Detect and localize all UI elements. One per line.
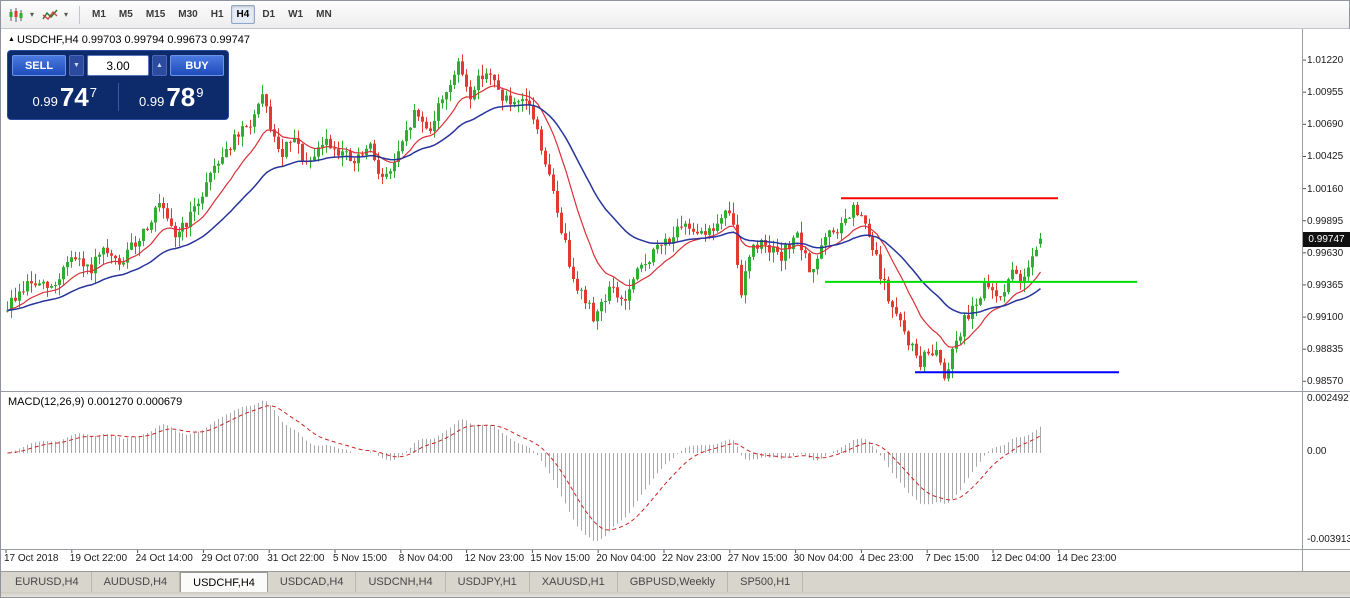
price-axis-label: 0.99365: [1307, 279, 1344, 291]
sell-price-fraction: 7: [89, 85, 97, 100]
macd-axis-label: 0.002492: [1307, 393, 1349, 404]
chart-title: ▲ USDCHF,H4 0.99703 0.99794 0.99673 0.997…: [8, 34, 250, 46]
timeframe-h4[interactable]: H4: [230, 5, 256, 24]
timeframe-d1[interactable]: D1: [262, 9, 276, 20]
price-axis-label: 0.98835: [1307, 344, 1344, 356]
buy-button[interactable]: BUY: [170, 55, 224, 76]
macd-indicator-label: MACD(12,26,9) 0.001270 0.000679: [8, 396, 183, 408]
chart-tab-eurusd[interactable]: EURUSD,H4: [3, 572, 92, 592]
timeframe-m5[interactable]: M5: [118, 9, 133, 20]
time-axis-label: 12 Nov 23:00: [464, 553, 525, 564]
time-axis-label: 24 Oct 14:00: [135, 553, 193, 564]
price-axis-label: 0.99895: [1307, 215, 1344, 227]
chart-tab-usdcad[interactable]: USDCAD,H4: [268, 572, 357, 592]
time-axis-label: 29 Oct 07:00: [201, 553, 259, 564]
time-axis-label: 5 Nov 15:00: [333, 553, 387, 564]
timeframe-m30[interactable]: M30: [178, 9, 198, 20]
sell-button[interactable]: SELL: [12, 55, 66, 76]
timeframe-group: M1 M5 M15 M30 H1 H4 D1 W1 MN: [86, 5, 338, 24]
time-axis-label: 4 Dec 23:00: [859, 553, 914, 564]
macd-axis-label: -0.003913: [1307, 534, 1350, 545]
chart-tab-usdcnh[interactable]: USDCNH,H4: [356, 572, 446, 592]
time-axis-label: 19 Oct 22:00: [69, 553, 128, 564]
toolbar-separator: [79, 5, 80, 24]
chart-tab-audusd[interactable]: AUDUSD,H4: [92, 572, 181, 592]
chart-type-dropdown-icon[interactable]: ▾: [29, 10, 34, 19]
chart-tab-gbpusd[interactable]: GBPUSD,Weekly: [618, 572, 729, 592]
symbol-marker-icon: ▲: [8, 36, 15, 43]
timeframe-m1[interactable]: M1: [92, 9, 106, 20]
time-axis-label: 20 Nov 04:00: [596, 553, 656, 564]
tabs-container: EURUSD,H4 AUDUSD,H4 USDCHF,H4 USDCAD,H4 USDC…: [1, 572, 1350, 592]
buy-price-pips: 78: [166, 82, 196, 112]
chart-ohlc-text: USDCHF,H4 0.99703 0.99794 0.99673 0.9974…: [16, 34, 250, 46]
time-axis-label: 31 Oct 22:00: [267, 553, 325, 564]
tabs-scroll-strip[interactable]: [1, 592, 1350, 597]
sell-price[interactable]: 0.99 74 7: [12, 84, 118, 110]
time-axis-label: 15 Nov 15:00: [530, 553, 590, 564]
buy-price-fraction: 9: [196, 85, 204, 100]
chart-tab-usdchf[interactable]: USDCHF,H4: [180, 572, 268, 592]
buy-price[interactable]: 0.99 78 9: [119, 84, 225, 110]
price-axis-label: 0.99630: [1307, 247, 1344, 259]
time-axis-label: 17 Oct 2018: [4, 553, 59, 564]
timeframe-h1[interactable]: H1: [210, 9, 224, 20]
macd-axis-label: 0.00: [1307, 446, 1327, 457]
price-axis-label: 1.00690: [1307, 119, 1344, 131]
timeframe-w1[interactable]: W1: [288, 9, 304, 20]
lot-increase-button[interactable]: ▲: [152, 55, 167, 76]
timeframe-mn[interactable]: MN: [316, 9, 332, 20]
chart-tab-usdjpy[interactable]: USDJPY,H1: [446, 572, 530, 592]
time-axis-label: 7 Dec 15:00: [925, 553, 980, 564]
price-divider: [117, 83, 119, 111]
indicators-icon[interactable]: [39, 5, 61, 25]
price-axis-label: 0.99100: [1307, 312, 1344, 324]
price-axis-label: 1.01220: [1307, 55, 1344, 67]
chart-tabs-bar: EURUSD,H4 AUDUSD,H4 USDCHF,H4 USDCAD,H4 USDC…: [1, 571, 1350, 597]
price-axis-label: 0.98570: [1307, 376, 1344, 388]
lot-decrease-button[interactable]: ▼: [69, 55, 84, 76]
time-axis-label: 8 Nov 04:00: [398, 553, 453, 564]
time-axis-label: 12 Dec 04:00: [991, 553, 1051, 564]
time-axis-label: 27 Nov 15:00: [727, 553, 788, 564]
chart-tab-sp500[interactable]: SP500,H1: [728, 572, 804, 592]
time-axis-label: 22 Nov 23:00: [662, 553, 722, 564]
lot-size-input[interactable]: [87, 55, 149, 76]
chart-type-icon[interactable]: [5, 5, 27, 25]
time-axis-label: 30 Nov 04:00: [793, 553, 854, 564]
price-axis-label: 1.00160: [1307, 183, 1344, 195]
chart-area[interactable]: ▲ USDCHF,H4 0.99703 0.99794 0.99673 0.997…: [1, 29, 1350, 573]
indicators-dropdown-icon[interactable]: ▾: [63, 10, 68, 19]
chart-tab-xauusd[interactable]: XAUUSD,H1: [530, 572, 618, 592]
current-price-badge: 0.99747: [1303, 232, 1350, 247]
chart-toolbar: ▾ ▾ M1 M5 M15 M30 H1 H4 D1 W1 MN: [1, 1, 1349, 29]
sell-price-prefix: 0.99: [32, 94, 58, 109]
timeframe-m15[interactable]: M15: [145, 9, 166, 20]
price-chart-svg[interactable]: [1, 29, 1350, 573]
sell-price-pips: 74: [59, 82, 89, 112]
time-axis-label: 14 Dec 23:00: [1056, 553, 1117, 564]
buy-price-prefix: 0.99: [139, 94, 165, 109]
price-axis-label: 1.00425: [1307, 151, 1344, 163]
price-axis-label: 1.00955: [1307, 87, 1344, 99]
